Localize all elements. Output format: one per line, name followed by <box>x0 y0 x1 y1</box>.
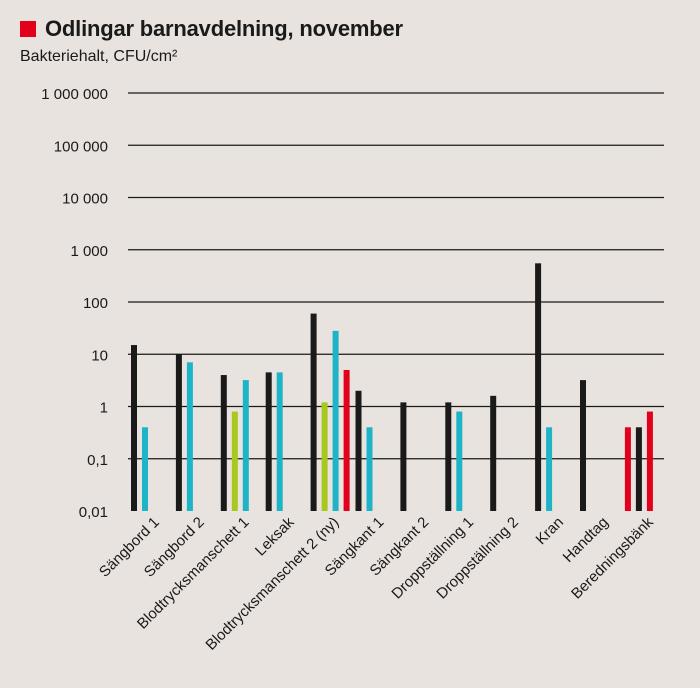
bar <box>366 427 373 511</box>
bar <box>624 427 631 511</box>
chart-title-row: Odlingar barnavdelning, november <box>20 14 403 44</box>
bar <box>546 427 553 511</box>
y-tick-label: 100 <box>83 295 108 312</box>
bar <box>535 263 542 511</box>
x-tick-label: Kran <box>533 514 567 548</box>
y-tick-label: 1 000 <box>70 243 108 260</box>
bar <box>231 411 238 511</box>
y-tick-label: 0,01 <box>79 504 108 521</box>
y-tick-label: 100 000 <box>54 138 108 155</box>
bar <box>186 362 193 511</box>
bar <box>456 411 463 511</box>
x-tick-label: Droppställning 1 <box>388 514 477 603</box>
y-tick-label: 1 <box>100 400 108 417</box>
bar <box>490 395 497 511</box>
bar <box>310 313 317 511</box>
bar <box>332 330 339 511</box>
y-axis-label: Bakteriehalt, CFU/cm² <box>20 48 178 65</box>
bar <box>343 369 350 511</box>
y-tick-label: 1 000 000 <box>41 86 108 103</box>
title-marker-square <box>20 21 36 37</box>
bar <box>400 402 407 511</box>
chart-title: Odlingar barnavdelning, november <box>45 16 403 41</box>
y-tick-label: 0,1 <box>87 452 108 469</box>
bar <box>321 402 328 511</box>
x-tick-label: Droppställning 2 <box>433 514 522 603</box>
bar <box>635 427 642 511</box>
bar <box>131 345 137 511</box>
bar <box>175 354 182 511</box>
bar <box>242 380 249 511</box>
bar <box>276 372 283 511</box>
bar <box>646 411 653 511</box>
y-tick-label: 10 000 <box>62 191 108 208</box>
bar <box>355 390 362 511</box>
bar <box>445 402 452 511</box>
bar <box>220 375 227 511</box>
y-tick-label: 10 <box>91 347 108 364</box>
bar <box>580 380 586 511</box>
bar <box>142 427 148 511</box>
x-tick-label: Beredningsbänk <box>568 513 657 602</box>
bar <box>265 372 272 511</box>
